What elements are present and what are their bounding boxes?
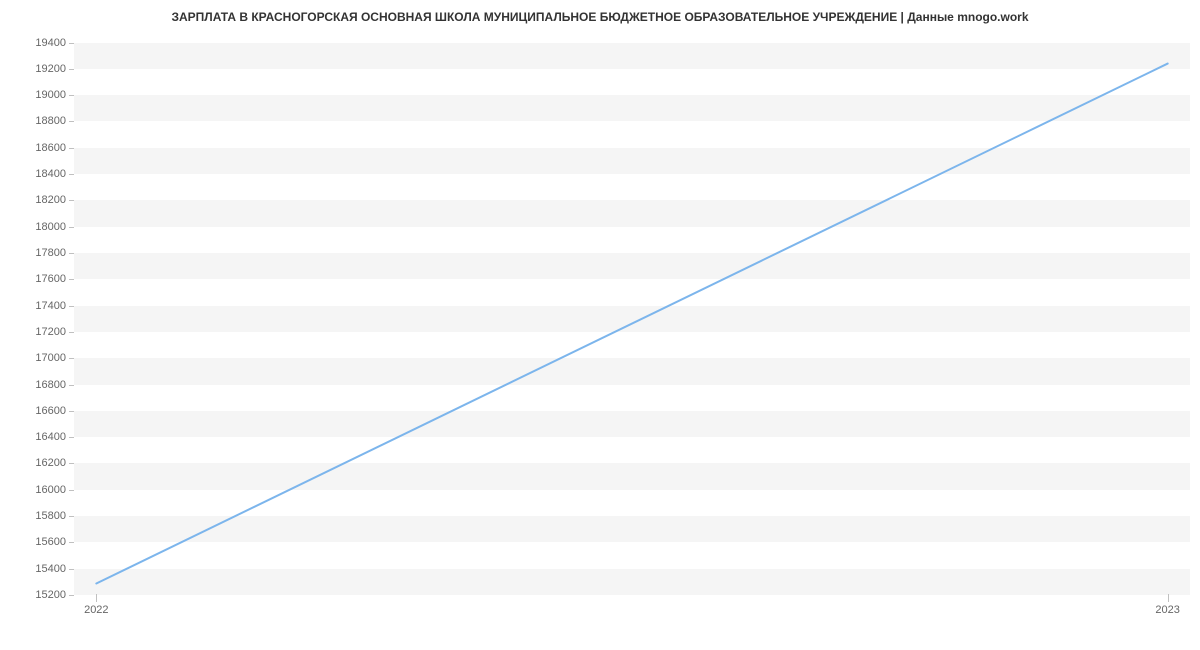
y-axis-label: 16000 [35, 484, 66, 496]
y-axis-label: 19000 [35, 89, 66, 101]
y-axis-label: 17600 [35, 273, 66, 285]
y-axis-label: 16200 [35, 457, 66, 469]
x-axis-label: 2023 [1155, 604, 1179, 616]
y-axis-tick [69, 595, 74, 596]
x-axis-tick [96, 594, 97, 602]
y-axis-label: 18000 [35, 221, 66, 233]
y-axis-label: 18200 [35, 194, 66, 206]
y-axis-label: 18600 [35, 142, 66, 154]
chart-line-layer [74, 36, 1190, 594]
y-axis-label: 17800 [35, 247, 66, 259]
y-axis-label: 15400 [35, 563, 66, 575]
y-axis-label: 17200 [35, 326, 66, 338]
y-axis-label: 16400 [35, 431, 66, 443]
y-axis-label: 19200 [35, 63, 66, 75]
series-line-salary [96, 64, 1167, 584]
y-axis-label: 19400 [35, 37, 66, 49]
y-axis-label: 17000 [35, 352, 66, 364]
chart-title: ЗАРПЛАТА В КРАСНОГОРСКАЯ ОСНОВНАЯ ШКОЛА … [0, 10, 1200, 24]
y-axis-label: 18800 [35, 115, 66, 127]
x-axis-tick [1168, 594, 1169, 602]
y-axis-label: 15800 [35, 510, 66, 522]
y-axis-label: 16600 [35, 405, 66, 417]
x-axis-label: 2022 [84, 604, 108, 616]
y-axis-label: 17400 [35, 300, 66, 312]
plot-area: 1520015400156001580016000162001640016600… [74, 36, 1190, 595]
y-axis-label: 15600 [35, 536, 66, 548]
y-axis-label: 16800 [35, 379, 66, 391]
y-axis-label: 15200 [35, 589, 66, 601]
y-axis-label: 18400 [35, 168, 66, 180]
